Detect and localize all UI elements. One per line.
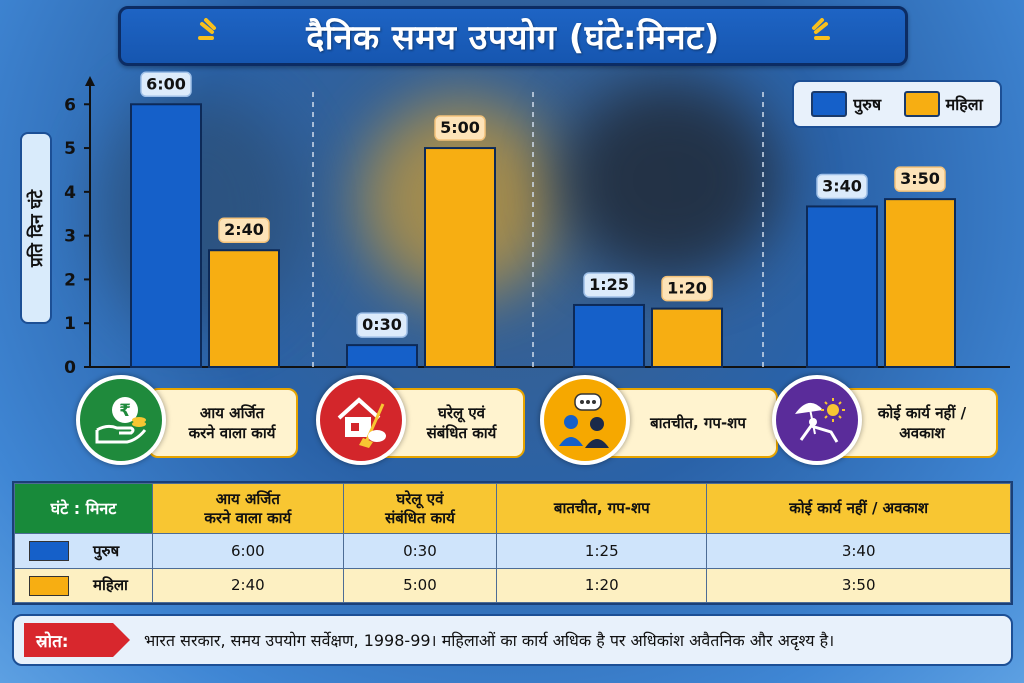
- table-row-women: महिला 2:40 5:00 1:20 3:50: [14, 567, 1011, 603]
- house-broom-icon: [316, 375, 406, 465]
- table-cell: 1:25: [496, 533, 708, 569]
- data-label: 1:25: [589, 275, 629, 294]
- bar-chart: 0 1 2 3 4 5 6 6:00 2:40 0:30 5:00 1:25 1:20 3:40 3:50: [64, 71, 1010, 378]
- table-header-2: घरेलू एवं संबंधित कार्य: [342, 483, 498, 534]
- data-label: 3:40: [822, 176, 862, 195]
- bar-men: [573, 303, 645, 368]
- sparkle-left-icon: [198, 18, 216, 40]
- y-axis-arrow: [85, 76, 95, 86]
- category-card-1: आय अर्जित करने वाला कार्य: [148, 388, 298, 458]
- svg-text:₹: ₹: [119, 401, 131, 421]
- data-label-box: [661, 275, 713, 302]
- data-label: 0:30: [362, 315, 402, 334]
- y-tick-label: 1: [64, 314, 76, 334]
- legend-swatch-men: [811, 91, 848, 117]
- bar-women: [884, 198, 956, 368]
- legend-label-men: पुरुष: [853, 95, 882, 114]
- table-header-4: कोई कार्य नहीं / अवकाश: [706, 483, 1011, 534]
- table-cell: 6:00: [152, 533, 344, 569]
- table-cell: 3:50: [706, 567, 1011, 603]
- bar-men: [806, 205, 878, 368]
- y-tick-label: 3: [64, 227, 76, 247]
- row-swatch-men: [29, 541, 69, 561]
- people-chat-icon: [540, 375, 630, 465]
- data-label-box: [894, 166, 946, 192]
- legend-item-men: पुरुष: [811, 91, 881, 117]
- bar-women: [424, 147, 496, 368]
- table-cell: 0:30: [342, 533, 498, 569]
- source-box: स्रोत: भारत सरकार, समय उपयोग सर्वेक्षण, …: [12, 614, 1013, 666]
- legend-label-women: महिला: [945, 95, 983, 114]
- table-header-row: घंटे : मिनट आय अर्जित करने वाला कार्य घर…: [14, 483, 1011, 534]
- row-swatch-women: [29, 575, 69, 596]
- data-label-box: [583, 272, 635, 298]
- data-label-box: [434, 115, 486, 141]
- source-text: भारत सरकार, समय उपयोग सर्वेक्षण, 1998-99…: [144, 631, 835, 650]
- data-label: 6:00: [146, 74, 186, 93]
- category-label-4: कोई कार्य नहीं / अवकाश: [877, 404, 967, 442]
- data-label-box: [816, 173, 868, 200]
- legend-item-women: महिला: [903, 91, 983, 117]
- source-tag: स्रोत:: [24, 623, 130, 657]
- table-corner-header: घंटे : मिनट: [14, 483, 153, 534]
- data-label: 3:50: [900, 169, 940, 188]
- table-cell: 3:40: [706, 533, 1011, 569]
- y-tick-label: 0: [64, 358, 76, 378]
- rupee-hand-icon: ₹: [76, 375, 166, 465]
- beach-chair-sun-icon: [772, 375, 862, 465]
- y-tick-label: 6: [64, 95, 76, 115]
- table-cell: 5:00: [342, 567, 498, 603]
- table-header-3: बातचीत, गप-शप: [496, 483, 708, 534]
- title-banner: दैनिक समय उपयोग (घंटे:मिनट): [118, 6, 908, 66]
- data-label: 2:40: [224, 220, 264, 239]
- table-rowhead-women: महिला: [14, 567, 153, 603]
- row-label-men: पुरुष: [93, 541, 120, 560]
- y-tick-label: 4: [64, 183, 76, 203]
- table-cell: 1:20: [496, 567, 708, 603]
- data-label-box: [356, 312, 408, 338]
- y-axis-label-box: प्रति दिन घंटे: [20, 132, 52, 324]
- data-label: 5:00: [440, 118, 480, 137]
- category-label-1: आय अर्जित करने वाला कार्य: [188, 404, 276, 442]
- data-label-box: [218, 217, 270, 243]
- table-header-1: आय अर्जित करने वाला कार्य: [152, 483, 344, 534]
- category-label-2: घरेलू एवं संबंधित कार्य: [426, 404, 497, 442]
- data-table: घंटे : मिनट आय अर्जित करने वाला कार्य घर…: [12, 481, 1013, 605]
- legend-swatch-women: [903, 91, 940, 117]
- bar-men: [346, 344, 418, 368]
- background-glow-dark: [560, 80, 780, 280]
- table-cell: 2:40: [152, 567, 344, 603]
- table-rowhead-men: पुरुष: [14, 533, 153, 569]
- bar-men: [130, 103, 202, 368]
- y-tick-label: 2: [64, 270, 76, 290]
- chart-title: दैनिक समय उपयोग (घंटे:मिनट): [306, 18, 720, 58]
- data-label: 1:20: [667, 279, 707, 298]
- row-label-women: महिला: [93, 576, 128, 594]
- legend: पुरुष महिला: [792, 80, 1002, 128]
- sparkle-right-icon: [812, 18, 830, 40]
- y-tick-label: 5: [64, 139, 76, 159]
- table-row-men: पुरुष 6:00 0:30 1:25 3:40: [14, 533, 1011, 569]
- data-label-box: [140, 71, 192, 98]
- bar-women: [208, 249, 280, 368]
- category-label-3: बातचीत, गप-शप: [650, 414, 746, 432]
- bar-women: [651, 307, 723, 368]
